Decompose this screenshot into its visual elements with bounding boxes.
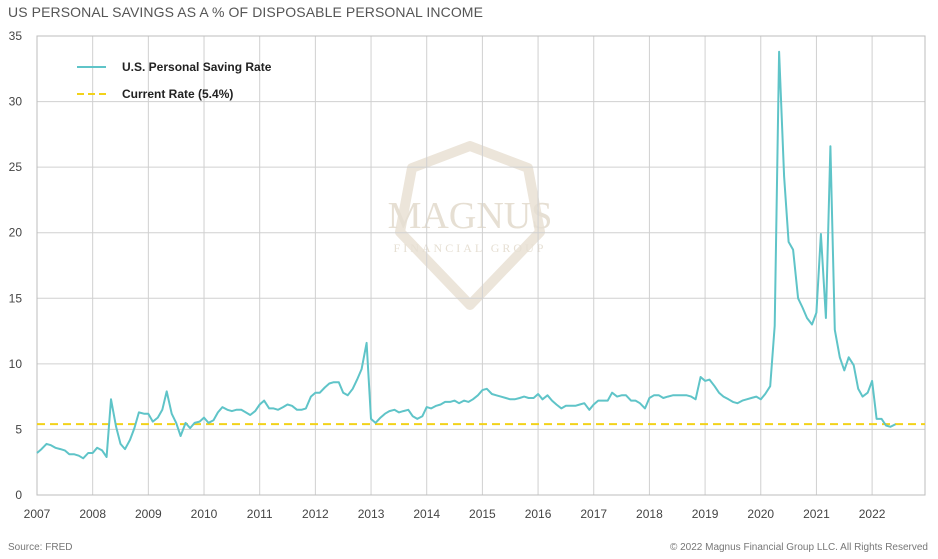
copyright-note: © 2022 Magnus Financial Group LLC. All R… bbox=[669, 542, 928, 553]
x-tick-label: 2014 bbox=[413, 507, 440, 521]
y-tick-label: 10 bbox=[9, 357, 23, 371]
chart-title: US PERSONAL SAVINGS AS A % OF DISPOSABLE… bbox=[8, 4, 484, 20]
y-tick-label: 0 bbox=[15, 488, 22, 502]
legend-label-saving-rate: U.S. Personal Saving Rate bbox=[122, 60, 272, 74]
y-tick-label: 20 bbox=[9, 226, 23, 240]
magnus-logo-watermark: MAGNUS FINANCIAL GROUP bbox=[388, 141, 553, 310]
y-tick-label: 25 bbox=[9, 160, 23, 174]
x-tick-label: 2022 bbox=[859, 507, 886, 521]
x-tick-label: 2015 bbox=[469, 507, 496, 521]
x-tick-label: 2021 bbox=[803, 507, 830, 521]
saving-rate-series-line bbox=[36, 50, 896, 460]
x-tick-label: 2010 bbox=[191, 507, 218, 521]
x-tick-label: 2017 bbox=[580, 507, 607, 521]
x-tick-label: 2011 bbox=[247, 507, 273, 521]
plot-area-border bbox=[36, 35, 926, 496]
x-tick-label: 2020 bbox=[747, 507, 774, 521]
chart-legend: U.S. Personal Saving Rate Current Rate (… bbox=[77, 60, 272, 101]
y-tick-label: 30 bbox=[9, 95, 23, 109]
watermark-shield-shape bbox=[395, 141, 545, 310]
x-tick-label: 2007 bbox=[24, 507, 51, 521]
y-tick-label: 35 bbox=[9, 29, 23, 43]
watermark-line1: MAGNUS bbox=[388, 195, 553, 237]
x-tick-label: 2013 bbox=[358, 507, 385, 521]
x-tick-label: 2019 bbox=[692, 507, 719, 521]
x-tick-label: 2008 bbox=[79, 507, 106, 521]
x-tick-label: 2016 bbox=[525, 507, 552, 521]
watermark-line2: FINANCIAL GROUP bbox=[394, 241, 547, 255]
source-note: Source: FRED bbox=[8, 542, 73, 553]
x-tick-label: 2012 bbox=[302, 507, 329, 521]
x-tick-label: 2018 bbox=[636, 507, 663, 521]
x-tick-label: 2009 bbox=[135, 507, 162, 521]
x-axis-tick-labels: 2007 2008 2009 2010 2011 2012 2013 2014 2015 2016… bbox=[24, 507, 886, 521]
chart-gridlines bbox=[36, 35, 925, 496]
y-tick-label: 15 bbox=[9, 291, 23, 305]
y-axis-tick-labels: 0 5 10 15 20 25 30 35 bbox=[9, 29, 23, 502]
y-tick-label: 5 bbox=[15, 422, 22, 436]
legend-label-current-rate: Current Rate (5.4%) bbox=[122, 87, 233, 101]
